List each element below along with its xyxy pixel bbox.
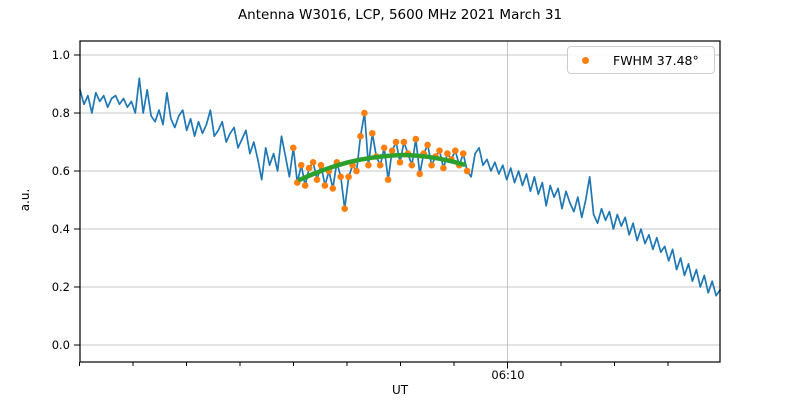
fit-data-points-marker xyxy=(341,205,349,212)
y-tick-label: 1.0 xyxy=(52,48,70,62)
chart-title: Antenna W3016, LCP, 5600 MHz 2021 March … xyxy=(237,7,563,23)
fit-data-points-marker xyxy=(408,161,416,169)
fit-data-points-marker xyxy=(329,185,337,192)
fit-data-points-marker xyxy=(424,141,431,149)
y-tick-label: 0.4 xyxy=(52,222,70,236)
fit-data-points-marker xyxy=(428,161,435,169)
x-tick-label-0610: 06:10 xyxy=(491,368,525,382)
grid-layer xyxy=(80,41,720,362)
fit-data-points-marker xyxy=(353,167,360,175)
fit-data-points-marker xyxy=(452,147,459,154)
fit-data-points-marker xyxy=(376,161,384,169)
y-tick-label: 0.8 xyxy=(52,106,70,120)
fit-data-points-marker xyxy=(337,173,345,181)
y-tick-label: 0.0 xyxy=(52,338,70,352)
fit-data-points-marker xyxy=(416,170,424,178)
fit-data-points-marker xyxy=(309,159,317,166)
axes-layer: 1.0 0.8 0.6 0.4 0.2 0.0 xyxy=(52,40,721,369)
y-tick-label: 0.2 xyxy=(52,280,70,294)
fit-data-points-marker xyxy=(297,161,305,169)
y-tick-label: 0.6 xyxy=(52,164,70,178)
fit-data-points-marker xyxy=(436,147,443,154)
fit-data-points-marker xyxy=(361,109,368,117)
fit-data-points-marker xyxy=(459,150,467,157)
y-axis-label: a.u. xyxy=(18,188,32,212)
fit-data-points-marker xyxy=(290,144,297,152)
fit-data-points-marker xyxy=(305,164,313,172)
fit-data-points-marker xyxy=(412,135,420,143)
fit-data-points-marker xyxy=(388,147,396,154)
legend-marker-dot-icon xyxy=(582,56,589,64)
fit-data-points-marker xyxy=(321,182,329,189)
fit-data-points-marker xyxy=(357,132,364,140)
fit-data-points-marker xyxy=(317,161,325,169)
fit-data-points-marker xyxy=(369,130,376,137)
fit-data-points-marker xyxy=(301,182,309,189)
scan-signal-line xyxy=(79,77,721,297)
plot-frame xyxy=(79,40,721,363)
series-layer xyxy=(79,77,721,297)
fit-data-points-marker xyxy=(463,167,471,175)
fit-data-points-marker xyxy=(392,138,400,146)
legend-label: FWHM 37.48° xyxy=(613,52,699,68)
fit-data-points-marker xyxy=(400,138,408,146)
fit-data-points-marker xyxy=(384,176,392,183)
fit-data-points-marker xyxy=(313,176,321,183)
fit-data-points-marker xyxy=(345,173,352,181)
gaussian-fit-curve-line xyxy=(297,152,467,182)
x-axis-label: UT xyxy=(391,383,409,397)
fit-data-points-marker xyxy=(396,159,404,166)
fit-data-points-marker xyxy=(444,150,451,157)
fit-data-points-marker xyxy=(365,161,372,169)
legend-box: FWHM 37.48° xyxy=(567,46,715,74)
fit-data-points-marker xyxy=(380,144,388,152)
fit-data-points-marker xyxy=(440,164,447,172)
